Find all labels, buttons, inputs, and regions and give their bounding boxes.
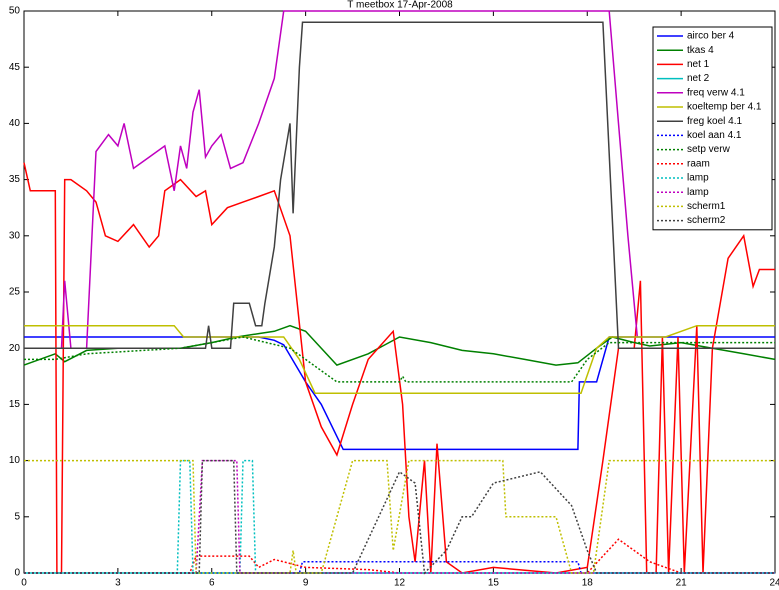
plot-frame — [23, 10, 776, 574]
y-tick-label: 0 — [14, 568, 20, 579]
series-line — [24, 459, 775, 575]
y-tick-label: 35 — [9, 174, 21, 185]
legend-label: koeltemp ber 4.1 — [687, 102, 762, 113]
series-line — [24, 336, 775, 383]
x-tick-label: 18 — [582, 578, 594, 589]
legend-label: freg koel 4.1 — [687, 116, 742, 127]
legend-label: setp verw — [687, 144, 731, 155]
x-tick-label: 21 — [676, 578, 688, 589]
y-tick-label: 20 — [9, 343, 21, 354]
series-line — [60, 10, 639, 349]
series-line — [23, 162, 775, 574]
y-tick-label: 50 — [9, 6, 21, 17]
y-tick-label: 5 — [14, 511, 20, 522]
legend-label: freq verw 4.1 — [687, 87, 745, 98]
series-line — [24, 21, 775, 349]
chart-title: T meetbox 17-Apr-2008 — [347, 0, 453, 11]
series-line — [24, 324, 775, 394]
x-tick-label: 3 — [115, 578, 121, 589]
y-tick-label: 15 — [9, 399, 21, 410]
legend-label: scherm2 — [687, 215, 726, 226]
x-tick-label: 12 — [394, 578, 406, 589]
series-line — [24, 459, 775, 574]
y-tick-label: 45 — [9, 62, 21, 73]
y-tick-label: 30 — [9, 230, 21, 241]
legend-label: airco ber 4 — [687, 31, 735, 42]
legend-label: lamp — [687, 187, 709, 198]
y-tick-label: 25 — [9, 287, 21, 298]
legend-label: raam — [687, 158, 710, 169]
legend-box — [652, 26, 773, 231]
x-tick-label: 6 — [209, 578, 215, 589]
legend-label: koel aan 4.1 — [687, 130, 742, 141]
series-line — [24, 336, 775, 451]
x-tick-label: 0 — [21, 578, 27, 589]
y-tick-label: 40 — [9, 118, 21, 129]
y-tick-label: 10 — [9, 455, 21, 466]
legend-label: net 1 — [687, 59, 710, 70]
x-tick-label: 9 — [303, 578, 309, 589]
x-tick-label: 24 — [769, 578, 779, 589]
legend-label: net 2 — [687, 73, 710, 84]
legend-label: scherm1 — [687, 201, 726, 212]
legend-label: tkas 4 — [687, 45, 714, 56]
legend-label: lamp — [687, 173, 709, 184]
x-tick-label: 15 — [488, 578, 500, 589]
